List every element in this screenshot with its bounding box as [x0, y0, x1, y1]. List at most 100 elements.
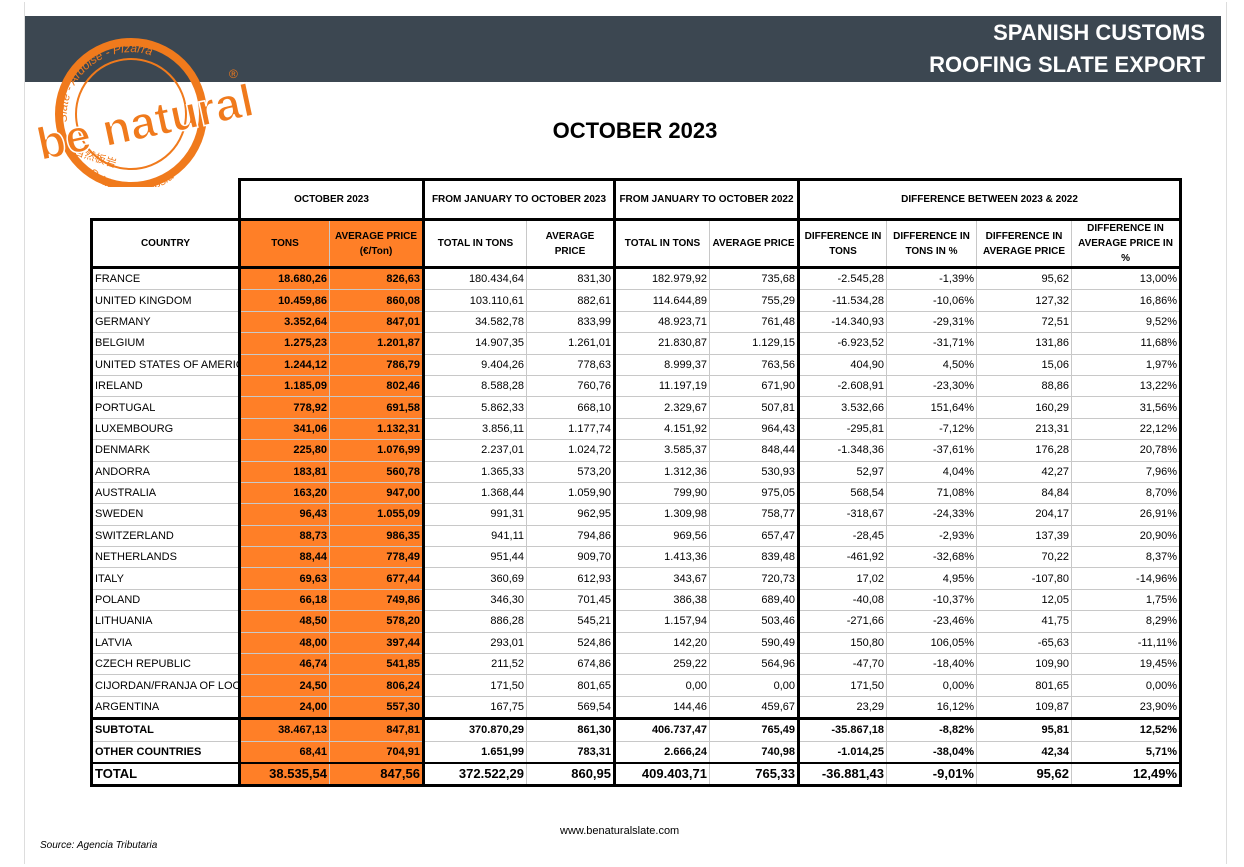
- column-header: AVERAGE PRICE (€/Ton): [329, 218, 424, 269]
- value-cell: 674,86: [526, 653, 615, 676]
- column-header: COUNTRY: [90, 218, 240, 269]
- value-cell: 761,48: [709, 310, 799, 334]
- value-cell: 1.413,36: [613, 546, 710, 569]
- value-cell: 9.404,26: [422, 353, 527, 376]
- summary-value: 783,31: [526, 740, 615, 764]
- data-row: CZECH REPUBLIC 46,74 541,85 211,52 674,86 259…: [90, 653, 1183, 676]
- value-cell: 459,67: [709, 695, 799, 720]
- column-header: DIFFERENCE IN AVERAGE PRICE: [976, 218, 1072, 269]
- country-cell: IRELAND: [90, 374, 240, 398]
- summary-value: 12,52%: [1070, 717, 1183, 742]
- value-cell: 7,96%: [1070, 460, 1183, 483]
- value-cell: -23,30%: [886, 374, 977, 398]
- header-line: SPANISH CUSTOMS: [993, 20, 1205, 45]
- country-cell: ANDORRA: [90, 460, 240, 483]
- value-cell: -318,67: [797, 503, 887, 526]
- country-cell: LITHUANIA: [90, 610, 240, 633]
- value-cell: 951,44: [422, 546, 527, 569]
- value-cell: 70,22: [976, 546, 1072, 569]
- value-cell: 8,37%: [1070, 546, 1183, 569]
- value-cell: 1.055,09: [329, 503, 424, 526]
- country-cell: SWITZERLAND: [90, 524, 240, 548]
- country-cell: ITALY: [90, 567, 240, 590]
- country-cell: AUSTRALIA: [90, 481, 240, 505]
- value-cell: 14.907,35: [422, 332, 527, 355]
- value-cell: 848,44: [709, 439, 799, 462]
- value-cell: 182.979,92: [613, 266, 710, 291]
- value-cell: 1.129,15: [709, 332, 799, 355]
- summary-value: 372.522,29: [422, 762, 527, 787]
- value-cell: 657,47: [709, 524, 799, 548]
- value-cell: 4.151,92: [613, 417, 710, 441]
- value-cell: 701,45: [526, 588, 615, 612]
- value-cell: -11,11%: [1070, 631, 1183, 655]
- value-cell: 778,92: [238, 396, 330, 419]
- summary-value: 861,30: [526, 717, 615, 742]
- country-cell: UNITED KINGDOM: [90, 289, 240, 312]
- value-cell: -31,71%: [886, 332, 977, 355]
- value-cell: 4,50%: [886, 353, 977, 376]
- value-cell: -271,66: [797, 610, 887, 633]
- value-cell: 720,73: [709, 567, 799, 590]
- value-cell: 691,58: [329, 396, 424, 419]
- data-row: AUSTRALIA 163,20 947,00 1.368,44 1.059,90 799…: [90, 481, 1183, 505]
- value-cell: 204,17: [976, 503, 1072, 526]
- value-cell: 24,50: [238, 674, 330, 697]
- data-row: ANDORRA 183,81 560,78 1.365,33 573,20 1.312,3…: [90, 460, 1183, 483]
- value-cell: 568,54: [797, 481, 887, 505]
- country-cell: NETHERLANDS: [90, 546, 240, 569]
- value-cell: 69,63: [238, 567, 330, 590]
- value-cell: 2.329,67: [613, 396, 710, 419]
- value-cell: 31,56%: [1070, 396, 1183, 419]
- value-cell: -28,45: [797, 524, 887, 548]
- value-cell: 1.157,94: [613, 610, 710, 633]
- value-cell: 52,97: [797, 460, 887, 483]
- value-cell: -65,63: [976, 631, 1072, 655]
- data-row: LATVIA 48,00 397,44 293,01 524,86 142,20 590,4…: [90, 631, 1183, 655]
- group-header: OCTOBER 2023: [238, 178, 425, 221]
- summary-label: TOTAL: [90, 762, 240, 787]
- column-header: AVERAGE PRICE: [526, 218, 615, 269]
- summary-value: 38.535,54: [238, 762, 330, 787]
- value-cell: -47,70: [797, 653, 887, 676]
- website: www.benaturalslate.com: [560, 825, 680, 837]
- value-cell: 507,81: [709, 396, 799, 419]
- value-cell: -11.534,28: [797, 289, 887, 312]
- value-cell: 8,29%: [1070, 610, 1183, 633]
- value-cell: 1.261,01: [526, 332, 615, 355]
- value-cell: 26,91%: [1070, 503, 1183, 526]
- value-cell: 11,68%: [1070, 332, 1183, 355]
- value-cell: 4,95%: [886, 567, 977, 590]
- value-cell: 3.585,37: [613, 439, 710, 462]
- value-cell: 343,67: [613, 567, 710, 590]
- data-row: SWEDEN 96,43 1.055,09 991,31 962,95 1.309,98 7…: [90, 503, 1183, 526]
- group-header: DIFFERENCE BETWEEN 2023 & 2022: [796, 178, 1183, 221]
- value-cell: -24,33%: [886, 503, 977, 526]
- summary-row: OTHER COUNTRIES 68,41 704,91 1.651,99 783,31…: [90, 740, 1183, 764]
- value-cell: 760,76: [526, 374, 615, 398]
- value-cell: 541,85: [329, 653, 424, 676]
- value-cell: 590,49: [709, 631, 799, 655]
- logo-inner-ring: [75, 58, 187, 170]
- country-cell: GERMANY: [90, 310, 240, 334]
- value-cell: 8.588,28: [422, 374, 527, 398]
- value-cell: 833,99: [526, 310, 615, 334]
- value-cell: 48,50: [238, 610, 330, 633]
- value-cell: 12,05: [976, 588, 1072, 612]
- value-cell: -23,46%: [886, 610, 977, 633]
- value-cell: 1.185,09: [238, 374, 330, 398]
- value-cell: 839,48: [709, 546, 799, 569]
- value-cell: 23,90%: [1070, 695, 1183, 720]
- data-row: GERMANY 3.352,64 847,01 34.582,78 833,99 48.9…: [90, 310, 1183, 334]
- value-cell: 171,50: [422, 674, 527, 697]
- column-header: AVERAGE PRICE: [709, 218, 799, 269]
- value-cell: 749,86: [329, 588, 424, 612]
- value-cell: 564,96: [709, 653, 799, 676]
- value-cell: 801,65: [526, 674, 615, 697]
- country-cell: FRANCE: [90, 266, 240, 291]
- value-cell: 167,75: [422, 695, 527, 720]
- value-cell: 346,30: [422, 588, 527, 612]
- column-header: TOTAL IN TONS: [613, 218, 710, 269]
- value-cell: 1.132,31: [329, 417, 424, 441]
- summary-value: 847,81: [329, 717, 424, 742]
